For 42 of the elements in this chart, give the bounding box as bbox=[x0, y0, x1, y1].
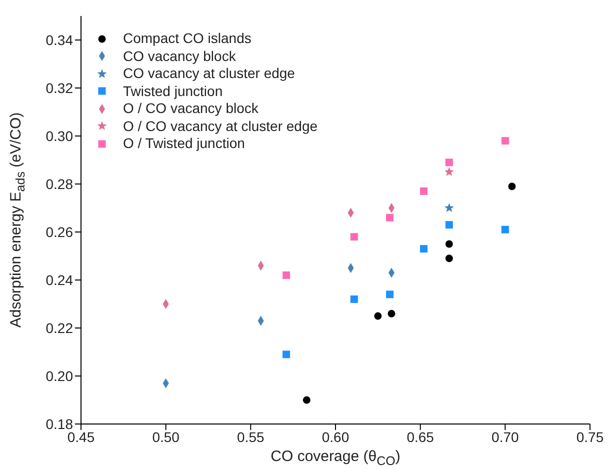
point bbox=[386, 214, 394, 222]
point bbox=[501, 137, 509, 145]
y-tick-label: 0.24 bbox=[46, 272, 74, 288]
point bbox=[374, 312, 382, 320]
point bbox=[445, 221, 453, 229]
legend-label: CO vacancy block bbox=[123, 48, 236, 65]
point bbox=[420, 187, 428, 195]
legend-label: CO vacancy at cluster edge bbox=[123, 65, 295, 82]
x-axis-title: CO coverage (θ$_{CO}$) bbox=[270, 448, 402, 468]
point bbox=[386, 290, 394, 298]
x-tick-label: 0.65 bbox=[406, 428, 434, 445]
y-tick-label: 0.28 bbox=[46, 176, 74, 192]
point bbox=[445, 240, 453, 248]
point bbox=[282, 350, 290, 358]
x-tick-label: 0.50 bbox=[152, 428, 180, 445]
legend-label: Compact CO islands bbox=[123, 30, 252, 48]
legend-label: O / Twisted junction bbox=[123, 135, 245, 152]
x-tick-label: 0.75 bbox=[576, 428, 604, 445]
point bbox=[501, 226, 509, 234]
point bbox=[444, 203, 454, 212]
point bbox=[388, 310, 396, 318]
legend-label: O / CO vacancy at cluster edge bbox=[123, 118, 318, 135]
y-tick-label: 0.30 bbox=[46, 128, 74, 144]
y-tick-label: 0.22 bbox=[46, 320, 74, 336]
y-tick-label: 0.20 bbox=[46, 368, 74, 384]
x-tick-label: 0.70 bbox=[492, 428, 520, 445]
point bbox=[445, 254, 453, 262]
y-tick-label: 0.32 bbox=[46, 80, 74, 96]
y-tick-label: 0.26 bbox=[46, 224, 74, 240]
point bbox=[508, 182, 516, 190]
point bbox=[350, 233, 358, 241]
x-tick-label: 0.60 bbox=[322, 428, 350, 445]
x-tick-label: 0.55 bbox=[237, 428, 265, 445]
legend-label: Twisted junction bbox=[123, 82, 223, 100]
point bbox=[445, 158, 453, 166]
point bbox=[282, 271, 290, 279]
legend-label: O / CO vacancy block bbox=[123, 100, 258, 118]
point bbox=[444, 167, 454, 176]
point bbox=[350, 295, 358, 303]
point bbox=[302, 396, 310, 404]
y-tick-label: 0.34 bbox=[46, 32, 74, 48]
point bbox=[420, 245, 428, 253]
